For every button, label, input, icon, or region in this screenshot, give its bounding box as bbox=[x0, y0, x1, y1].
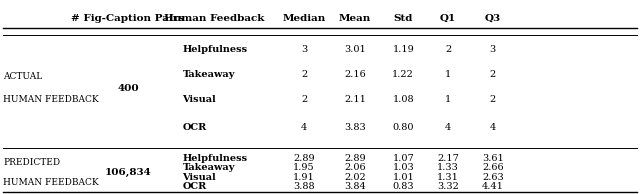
Text: 1.31: 1.31 bbox=[437, 173, 459, 182]
Text: 1: 1 bbox=[445, 95, 451, 104]
Text: 3.84: 3.84 bbox=[344, 182, 366, 191]
Text: 3.32: 3.32 bbox=[437, 182, 459, 191]
Text: 1.91: 1.91 bbox=[293, 173, 315, 182]
Text: OCR: OCR bbox=[182, 182, 207, 191]
Text: Helpfulness: Helpfulness bbox=[182, 45, 248, 54]
Text: 0.83: 0.83 bbox=[392, 182, 414, 191]
Text: 3.88: 3.88 bbox=[293, 182, 315, 191]
Text: PREDICTED: PREDICTED bbox=[3, 158, 60, 167]
Text: 3.61: 3.61 bbox=[482, 154, 504, 163]
Text: 1: 1 bbox=[445, 70, 451, 79]
Text: 2.89: 2.89 bbox=[344, 154, 366, 163]
Text: HUMAN FEEDBACK: HUMAN FEEDBACK bbox=[3, 95, 99, 104]
Text: Helpfulness: Helpfulness bbox=[182, 154, 248, 163]
Text: 3.01: 3.01 bbox=[344, 45, 366, 54]
Text: Mean: Mean bbox=[339, 14, 371, 23]
Text: 2.66: 2.66 bbox=[482, 163, 504, 172]
Text: Takeaway: Takeaway bbox=[182, 70, 235, 79]
Text: 1.22: 1.22 bbox=[392, 70, 414, 79]
Text: 0.80: 0.80 bbox=[392, 123, 414, 132]
Text: 2: 2 bbox=[490, 95, 496, 104]
Text: 2.89: 2.89 bbox=[293, 154, 315, 163]
Text: 2: 2 bbox=[301, 95, 307, 104]
Text: 1.19: 1.19 bbox=[392, 45, 414, 54]
Text: 4: 4 bbox=[445, 123, 451, 132]
Text: OCR: OCR bbox=[182, 123, 207, 132]
Text: 1.08: 1.08 bbox=[392, 95, 414, 104]
Text: 1.33: 1.33 bbox=[437, 163, 459, 172]
Text: Std: Std bbox=[394, 14, 413, 23]
Text: 2.16: 2.16 bbox=[344, 70, 366, 79]
Text: 3: 3 bbox=[490, 45, 496, 54]
Text: 1.01: 1.01 bbox=[392, 173, 414, 182]
Text: 2: 2 bbox=[490, 70, 496, 79]
Text: 2.02: 2.02 bbox=[344, 173, 366, 182]
Text: 4: 4 bbox=[490, 123, 496, 132]
Text: 4.41: 4.41 bbox=[482, 182, 504, 191]
Text: 1.95: 1.95 bbox=[293, 163, 315, 172]
Text: 2.63: 2.63 bbox=[482, 173, 504, 182]
Text: ACTUAL: ACTUAL bbox=[3, 72, 42, 81]
Text: 4: 4 bbox=[301, 123, 307, 132]
Text: 1.03: 1.03 bbox=[392, 163, 414, 172]
Text: Q1: Q1 bbox=[440, 14, 456, 23]
Text: 3.83: 3.83 bbox=[344, 123, 366, 132]
Text: 2: 2 bbox=[445, 45, 451, 54]
Text: # Fig-Caption Pairs: # Fig-Caption Pairs bbox=[72, 14, 184, 23]
Text: Median: Median bbox=[282, 14, 326, 23]
Text: 2: 2 bbox=[301, 70, 307, 79]
Text: Visual: Visual bbox=[182, 173, 216, 182]
Text: Human Feedback: Human Feedback bbox=[164, 14, 264, 23]
Text: 1.07: 1.07 bbox=[392, 154, 414, 163]
Text: 3: 3 bbox=[301, 45, 307, 54]
Text: HUMAN FEEDBACK: HUMAN FEEDBACK bbox=[3, 178, 99, 187]
Text: 2.17: 2.17 bbox=[437, 154, 459, 163]
Text: Takeaway: Takeaway bbox=[182, 163, 235, 172]
Text: Q3: Q3 bbox=[484, 14, 501, 23]
Text: 2.06: 2.06 bbox=[344, 163, 366, 172]
Text: 400: 400 bbox=[117, 84, 139, 93]
Text: Visual: Visual bbox=[182, 95, 216, 104]
Text: 106,834: 106,834 bbox=[104, 168, 152, 177]
Text: 2.11: 2.11 bbox=[344, 95, 366, 104]
